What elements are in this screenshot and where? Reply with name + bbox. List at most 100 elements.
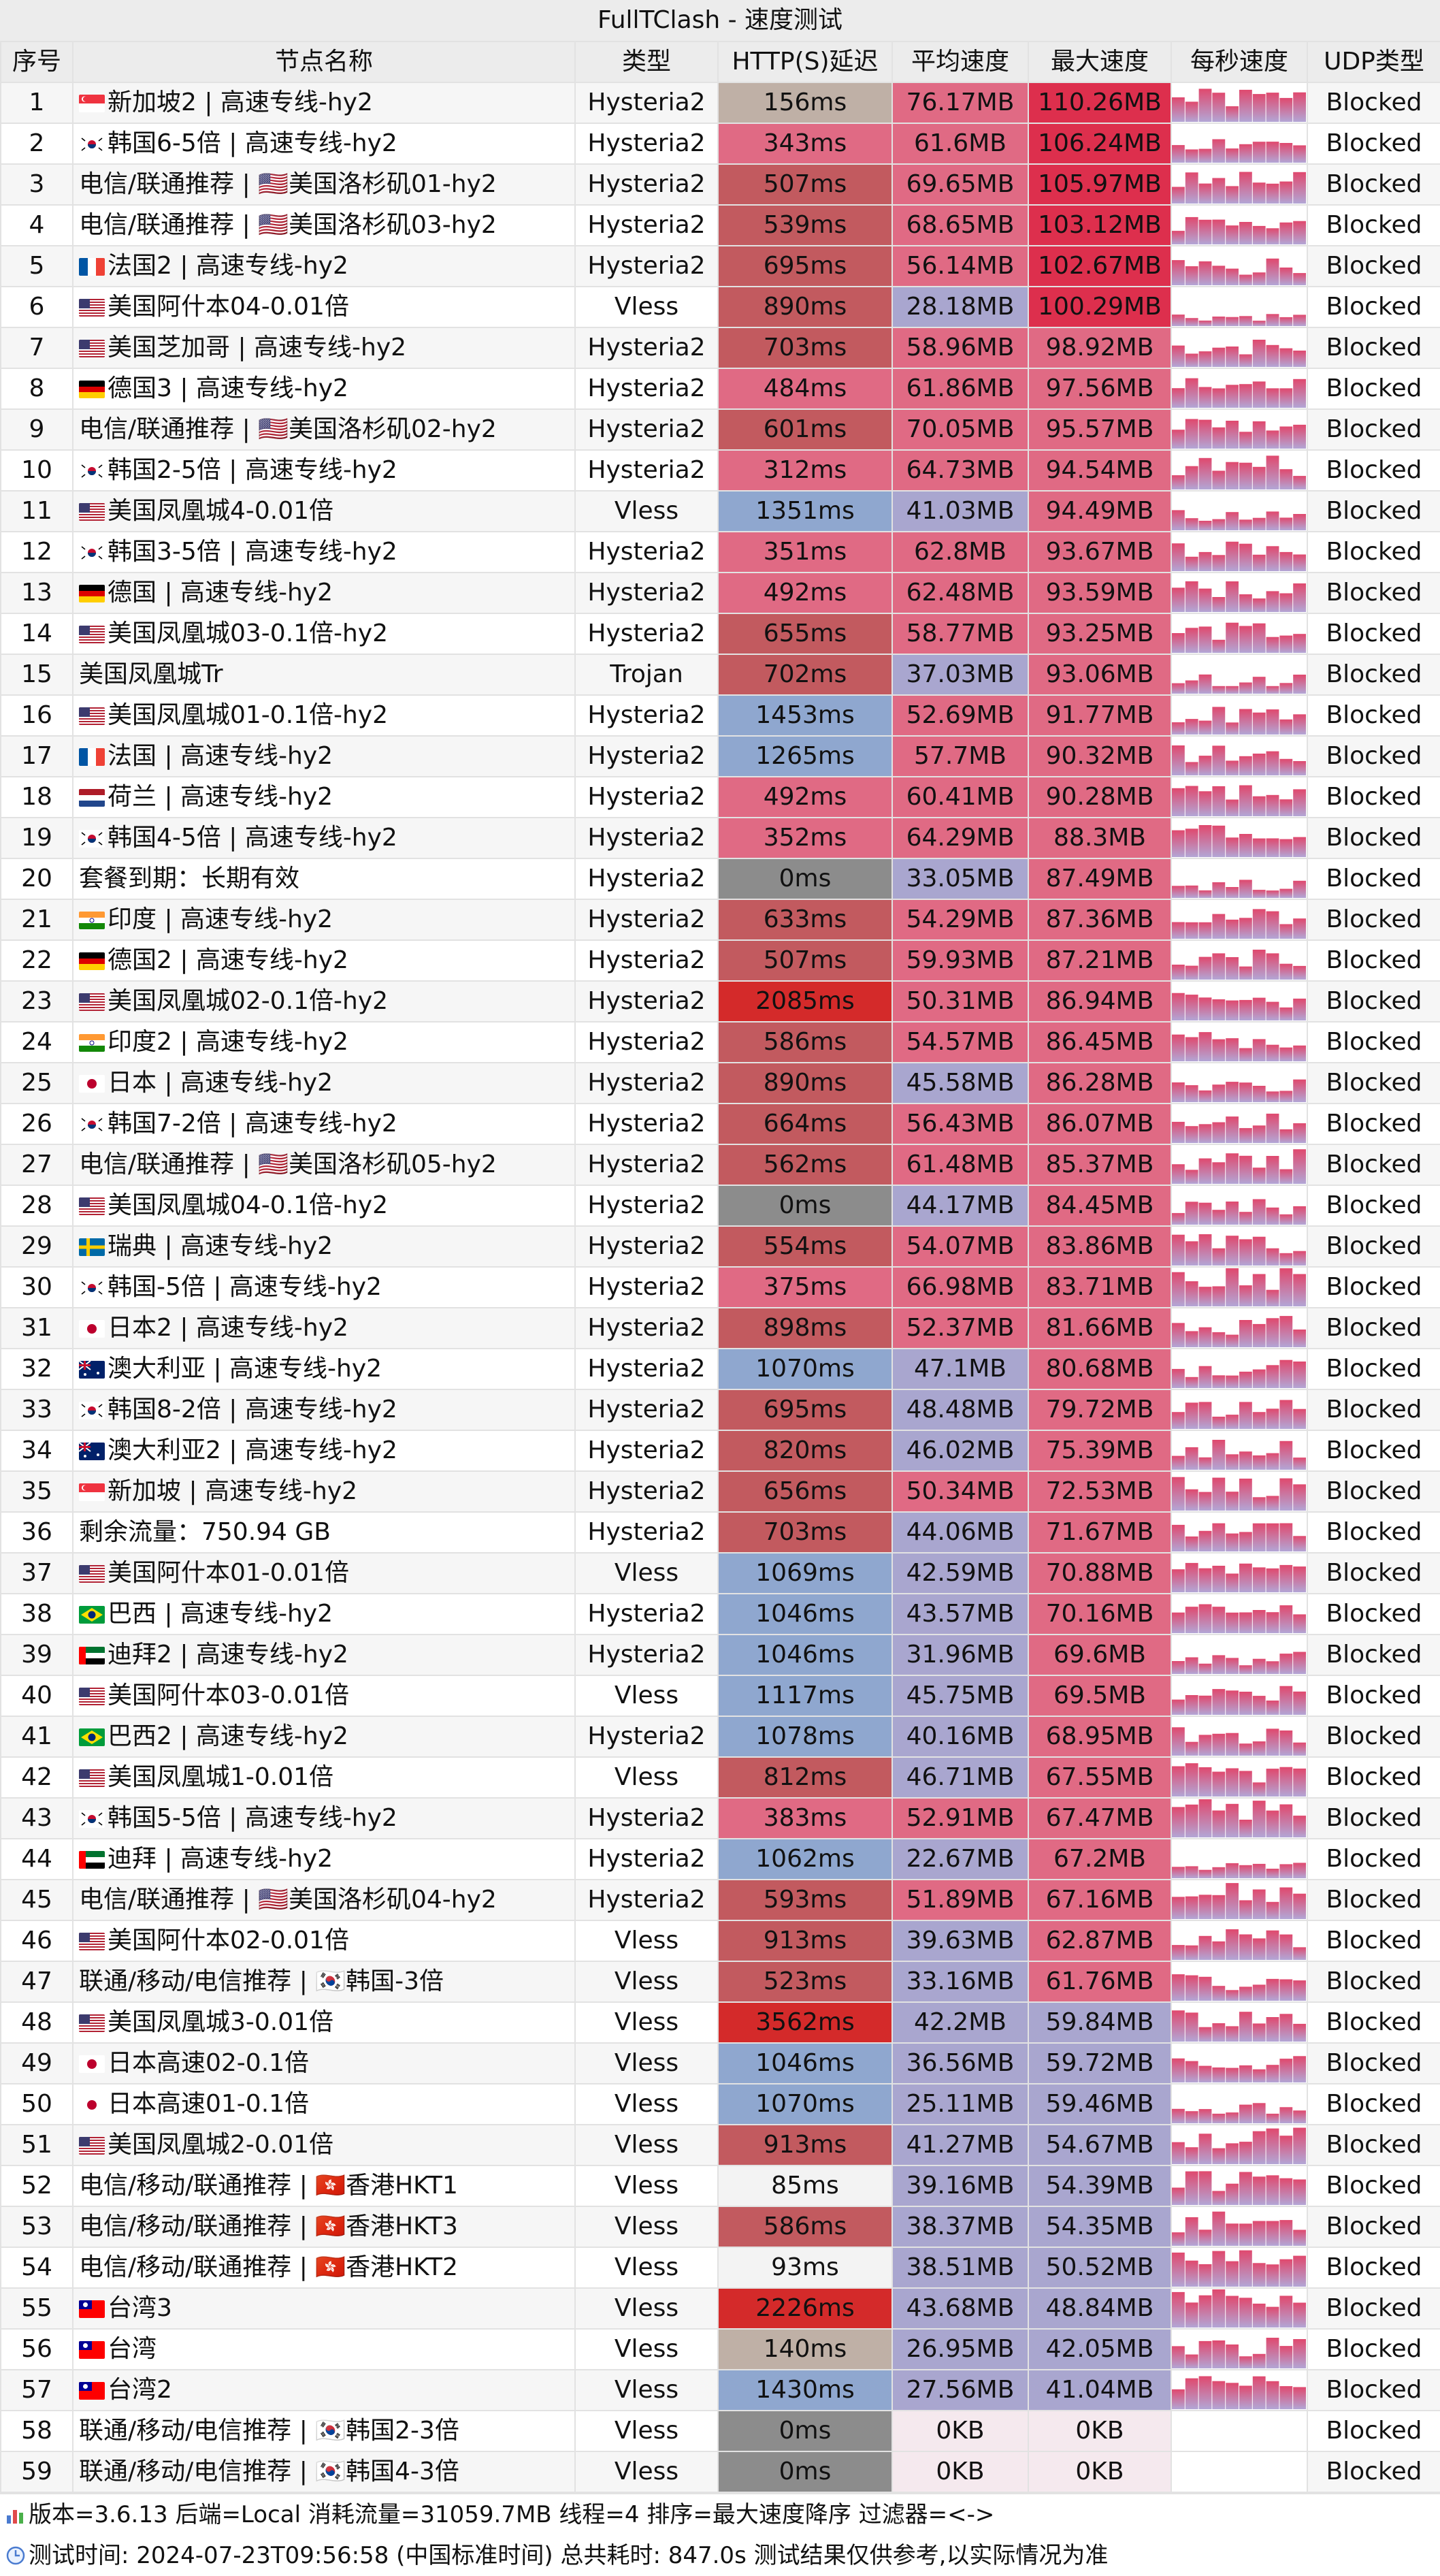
per-second-bar (1212, 317, 1226, 326)
per-second-bar (1279, 1979, 1293, 2001)
per-second-bar (1266, 2381, 1279, 2409)
col-header-type: 类型 (574, 41, 719, 83)
cell-index: 14 (0, 613, 73, 655)
per-second-bar (1252, 997, 1266, 1020)
per-second-bar (1198, 261, 1212, 285)
per-second-bar (1266, 1248, 1279, 1266)
per-second-bar (1212, 1332, 1226, 1347)
per-second-bar (1239, 2250, 1252, 2287)
per-second-bar (1212, 2289, 1226, 2328)
per-second-bar (1173, 1272, 1185, 1306)
per-second-bar (1185, 1562, 1198, 1592)
per-second-bar (1198, 1492, 1212, 1511)
per-second-bar (1293, 880, 1306, 898)
per-second-bar (1212, 786, 1226, 816)
per-second-bar (1293, 1123, 1306, 1143)
per-second-bar (1173, 345, 1185, 367)
per-second-bar (1185, 1447, 1198, 1470)
per-second-bar (1198, 1663, 1212, 1674)
cell-max-speed: 86.94MB (1028, 980, 1172, 1023)
col-header-per-second-speed: 每秒速度 (1171, 41, 1308, 83)
cell-avg-speed: 0KB (891, 2451, 1029, 2493)
cell-avg-speed: 59.93MB (891, 939, 1029, 982)
per-second-bar (1266, 546, 1279, 571)
cell-latency: 351ms (717, 531, 893, 573)
table-row: 40 美国阿什本03-0.01倍 Vless 1117ms 45.75MB 69.5MB B… (0, 1675, 1440, 1717)
node-name-text: 套餐到期：长期有效 (79, 865, 300, 892)
per-second-bar (1252, 340, 1266, 367)
table-row: 28 美国凤凰城04-0.1倍-hy2 Hysteria2 0ms 44.17MB 84.… (0, 1185, 1440, 1227)
per-second-bar (1266, 228, 1279, 244)
flag-jp-icon (79, 1320, 105, 1338)
cell-per-second-speed (1171, 1266, 1308, 1308)
table-row: 8 德国3 | 高速专线-hy2 Hysteria2 484ms 61.86MB 97.5… (0, 368, 1440, 410)
per-second-bar (1185, 2302, 1198, 2328)
per-second-bar (1293, 2179, 1306, 2205)
cell-latency: 352ms (717, 817, 893, 859)
cell-index: 19 (0, 817, 73, 859)
cell-latency: 586ms (717, 2206, 893, 2248)
per-second-bar (1173, 97, 1185, 122)
cell-latency: 156ms (717, 82, 893, 124)
cell-max-speed: 86.07MB (1028, 1103, 1172, 1145)
per-second-bar (1279, 924, 1293, 939)
per-second-bar (1212, 2340, 1226, 2368)
per-second-bar (1198, 588, 1212, 612)
cell-node-name: 电信/联通推荐 | 🇺🇸美国洛杉矶03-hy2 (72, 204, 576, 246)
node-name-text: 美国凤凰城1-0.01倍 (108, 1763, 334, 1791)
per-second-bar (1252, 321, 1266, 326)
per-second-bar (1293, 1079, 1306, 1102)
per-second-bar (1226, 1334, 1239, 1347)
cell-type: Hysteria2 (574, 1430, 719, 1472)
node-name-text: 台湾3 (108, 2294, 172, 2322)
per-second-bar (1198, 551, 1212, 571)
per-second-bar (1252, 677, 1266, 694)
cell-per-second-speed (1171, 1920, 1308, 1962)
per-second-bar (1239, 354, 1252, 367)
cell-per-second-speed (1171, 2328, 1308, 2370)
cell-node-name: 美国凤凰城4-0.01倍 (72, 490, 576, 532)
node-name-text: 新加坡 | 高速专线-hy2 (108, 1477, 358, 1505)
per-second-bar (1226, 186, 1239, 204)
per-second-bar (1252, 94, 1266, 122)
cell-latency: 1070ms (717, 1348, 893, 1390)
cell-udp-type: Blocked (1307, 2206, 1440, 2248)
per-second-bar (1173, 475, 1185, 489)
per-second-bar (1293, 918, 1306, 939)
node-name-text: 巴西2 | 高速专线-hy2 (108, 1722, 348, 1750)
cell-latency: 913ms (717, 2124, 893, 2166)
table-row: 22 德国2 | 高速专线-hy2 Hysteria2 507ms 59.93MB 87.… (0, 939, 1440, 982)
cell-node-name: 美国阿什本02-0.01倍 (72, 1920, 576, 1962)
per-second-bar (1212, 914, 1226, 939)
per-second-bar (1185, 885, 1198, 898)
node-name-text: 日本高速02-0.1倍 (108, 2049, 310, 2077)
per-second-bar (1266, 591, 1279, 612)
per-second-bar (1226, 2296, 1239, 2328)
table-row: 7 美国芝加哥 | 高速专线-hy2 Hysteria2 703ms 58.96MB 98… (0, 327, 1440, 369)
cell-type: Hysteria2 (574, 1470, 719, 1513)
per-second-bar (1293, 2127, 1306, 2164)
cell-max-speed: 94.54MB (1028, 449, 1172, 492)
node-name-text: 荷兰 | 高速专线-hy2 (108, 783, 333, 811)
per-second-bar (1252, 1412, 1266, 1429)
cell-avg-speed: 40.16MB (891, 1716, 1029, 1758)
per-second-bar (1226, 1268, 1239, 1306)
per-second-bar (1173, 1234, 1185, 1266)
per-second-bar (1252, 1168, 1266, 1184)
col-header-latency: HTTP(S)延迟 (717, 41, 893, 83)
node-name-text: 美国凤凰城03-0.1倍-hy2 (108, 619, 389, 647)
per-second-bar (1279, 963, 1293, 980)
cell-index: 32 (0, 1348, 73, 1390)
cell-avg-speed: 43.57MB (891, 1593, 1029, 1635)
cell-node-name: 韩国2-5倍 | 高速专线-hy2 (72, 449, 576, 492)
per-second-bar (1266, 2338, 1279, 2368)
per-second-bar (1252, 2353, 1266, 2368)
cell-udp-type: Blocked (1307, 1430, 1440, 1472)
per-second-bar (1293, 1863, 1306, 1878)
per-second-bar (1212, 639, 1226, 653)
per-second-bar (1279, 1887, 1293, 1919)
cell-type: Hysteria2 (574, 1144, 719, 1186)
node-name-text: 韩国2-5倍 | 高速专线-hy2 (108, 456, 397, 484)
per-second-bar (1198, 922, 1212, 939)
cell-node-name: 日本高速02-0.1倍 (72, 2042, 576, 2084)
